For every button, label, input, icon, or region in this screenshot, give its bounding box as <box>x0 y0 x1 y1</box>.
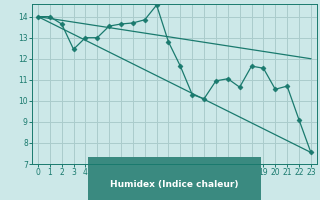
X-axis label: Humidex (Indice chaleur): Humidex (Indice chaleur) <box>110 180 239 189</box>
